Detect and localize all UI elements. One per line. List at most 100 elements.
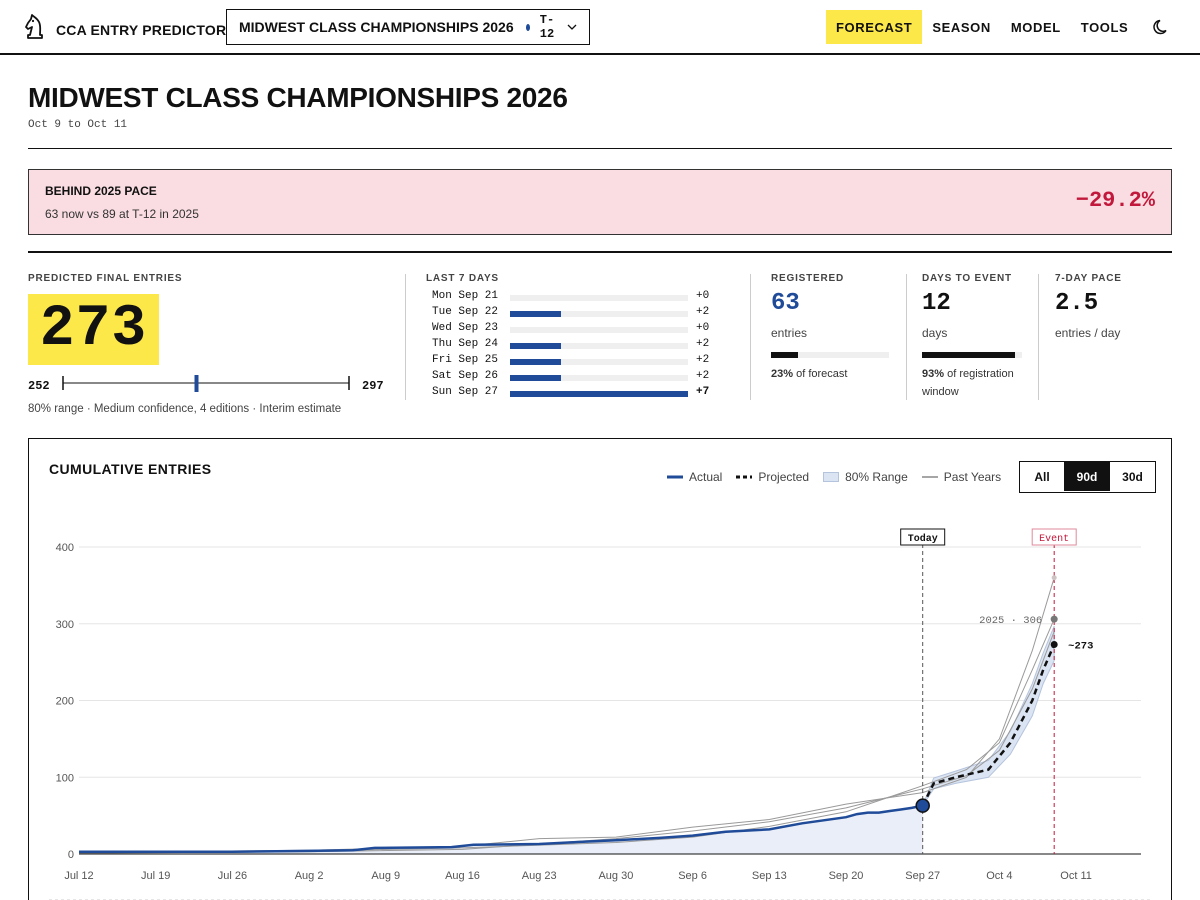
registered-label: REGISTERED (771, 273, 845, 284)
legend-past-label: Past Years (943, 470, 1002, 484)
y-tick-label: 0 (68, 849, 74, 861)
pace-unit: entries / day (1055, 326, 1121, 340)
past-year-endpoint (1051, 575, 1057, 581)
range-all-button[interactable]: All (1020, 462, 1065, 491)
projected-line (921, 644, 1056, 807)
range-bar (62, 375, 350, 392)
pace-panel: 7-DAY PACE 2.5 entries / day (1055, 273, 1122, 340)
divider (28, 148, 1172, 149)
legend-range-label: 80% Range (845, 470, 908, 484)
registered-unit: entries (771, 326, 808, 340)
last7-bar-track (510, 359, 688, 365)
x-tick-label: Oct 4 (986, 870, 1012, 882)
range-note: 80% range · Medium confidence, 4 edition… (28, 403, 342, 415)
range-low: 252 (28, 379, 50, 393)
registered-foot: 23% of forecast (771, 365, 891, 383)
last7-day: Sat Sep 26 (432, 370, 499, 382)
legend-actual: Actual (667, 470, 722, 484)
predicted-value: 273 (28, 294, 159, 365)
chart-title: CUMULATIVE ENTRIES (49, 461, 212, 477)
y-tick-label: 400 (56, 542, 74, 554)
annotation-2025: 2025 · 306 (979, 615, 1042, 627)
last7-day: Mon Sep 21 (432, 290, 499, 302)
days-unit: days (922, 326, 948, 340)
top-navigation: CCA ENTRY PREDICTOR MIDWEST CLASS CHAMPI… (0, 0, 1200, 55)
x-tick-label: Sep 27 (905, 870, 940, 882)
annotation-forecast: ~273 (1068, 640, 1093, 652)
last7-day: Thu Sep 24 (432, 338, 499, 350)
dark-mode-moon-icon[interactable] (1151, 16, 1173, 38)
x-tick-label: Aug 9 (371, 870, 400, 882)
last7-day: Fri Sep 25 (432, 354, 499, 366)
last7-row: Thu Sep 24 +2 (432, 338, 712, 352)
last7-value: +2 (696, 370, 710, 382)
last7-value: +2 (696, 338, 710, 350)
days-label: DAYS TO EVENT (922, 273, 1012, 284)
x-tick-label: Oct 11 (1060, 870, 1092, 882)
x-tick-label: Jul 26 (218, 870, 247, 882)
x-tick-label: Aug 2 (295, 870, 324, 882)
last-7-days-panel: LAST 7 DAYS Mon Sep 21 +0 Tue Sep 22 +2 Wed … (426, 273, 716, 398)
y-tick-label: 300 (56, 619, 74, 631)
nav-tools[interactable]: TOOLS (1080, 19, 1129, 35)
brand[interactable]: CCA ENTRY PREDICTOR (24, 14, 226, 45)
divider (28, 251, 1172, 253)
legend-projected: Projected (736, 470, 809, 484)
pace-value: 2.5 (1055, 290, 1099, 317)
chevron-down-icon (567, 21, 577, 33)
registered-foot-pct: 23% (771, 368, 794, 380)
last7-value: +0 (696, 290, 710, 302)
registered-panel: REGISTERED 63 entries 23% of forecast (771, 273, 889, 380)
last7-row: Mon Sep 21 +0 (432, 290, 712, 304)
x-tick-label: Aug 30 (598, 870, 633, 882)
cumulative-entries-chart: 0 100 200 300 400 Jul 12 Jul 19 Jul 26 Aug 2 Aug … (49, 528, 1151, 900)
forecast-endpoint (1050, 640, 1058, 648)
range-point-marker (194, 375, 199, 392)
nav-model[interactable]: MODEL (1010, 19, 1061, 35)
cumulative-entries-card: CUMULATIVE ENTRIES Actual Projected 80% … (28, 438, 1172, 900)
app-title: CCA ENTRY PREDICTOR (56, 21, 227, 38)
legend-projected-label: Projected (758, 470, 810, 484)
last7-value: +0 (696, 322, 710, 334)
days-foot-text: of registration window (922, 368, 1014, 398)
days-progress (922, 352, 1022, 358)
knight-logo-icon (24, 14, 46, 45)
last7-bar (510, 375, 561, 381)
last7-row: Sun Sep 27 +7 (432, 386, 712, 400)
today-point (915, 798, 930, 813)
days-foot: 93% of registration window (922, 365, 1030, 401)
y-tick-label: 100 (56, 772, 74, 784)
last7-value: +7 (696, 386, 710, 398)
last7-bar (510, 359, 561, 365)
range-30d-button[interactable]: 30d (1122, 469, 1143, 484)
countdown-badge: T-12 (539, 13, 555, 41)
last7-row: Tue Sep 22 +2 (432, 306, 712, 320)
last7-value: +2 (696, 354, 710, 366)
last7-bar-track (510, 311, 688, 317)
last7-bar-track (510, 343, 688, 349)
last7-day: Sun Sep 27 (432, 386, 499, 398)
divider (750, 274, 751, 400)
last7-bar (510, 391, 688, 397)
legend-past: Past Years (921, 470, 1002, 484)
pace-alert: BEHIND 2025 PACE 63 now vs 89 at T-12 in… (28, 169, 1172, 235)
x-tick-label: Sep 20 (829, 870, 864, 882)
status-dot-icon (525, 23, 530, 31)
days-value: 12 (922, 290, 951, 317)
registered-value: 63 (771, 290, 800, 317)
last7-bar-track (510, 327, 688, 333)
page-title: MIDWEST CLASS CHAMPIONSHIPS 2026 (28, 82, 568, 113)
days-foot-pct: 93% (922, 368, 945, 380)
past-2025-endpoint (1050, 615, 1058, 623)
days-to-event-panel: DAYS TO EVENT 12 days 93% of registratio… (922, 273, 1022, 398)
event-selector[interactable]: MIDWEST CLASS CHAMPIONSHIPS 2026 T-12 (226, 9, 590, 45)
nav-forecast[interactable]: FORECAST (826, 10, 923, 44)
last7-bar-track (510, 295, 688, 301)
last7-bar (510, 343, 561, 349)
nav-season[interactable]: SEASON (932, 19, 991, 35)
registered-progress (771, 352, 889, 358)
range-90d-button[interactable]: 90d (1065, 462, 1110, 491)
predicted-final-panel: PREDICTED FINAL ENTRIES 273 252 297 80% … (28, 273, 398, 415)
last7-row: Fri Sep 25 +2 (432, 354, 712, 368)
y-tick-label: 200 (56, 696, 74, 708)
